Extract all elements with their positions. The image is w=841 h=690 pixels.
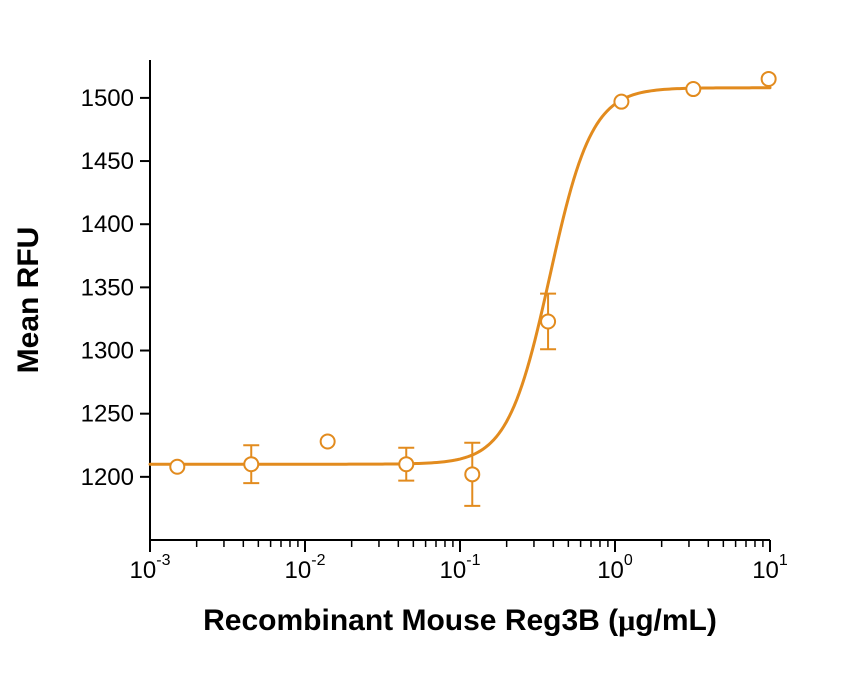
chart-svg: 1200 1250 1300 1350 1400 1450 1500 10-3 10-2 10-1… [0, 0, 841, 690]
y-tick-label: 1250 [81, 401, 134, 428]
data-point [614, 95, 628, 109]
x-tick-label: 10-1 [440, 552, 481, 584]
data-point [762, 72, 776, 86]
data-point [399, 457, 413, 471]
x-tick-label: 10-2 [285, 552, 326, 584]
y-tick-label: 1300 [81, 338, 134, 365]
dose-response-chart: 1200 1250 1300 1350 1400 1450 1500 10-3 10-2 10-1… [0, 0, 841, 690]
data-point [686, 82, 700, 96]
x-tick-label: 10-3 [130, 552, 171, 584]
fit-curve [150, 88, 770, 464]
x-axis-label: Recombinant Mouse Reg3B (μg/mL) [203, 604, 717, 637]
x-tick-label: 100 [597, 552, 633, 584]
y-tick-label: 1400 [81, 211, 134, 238]
y-axis-label: Mean RFU [12, 227, 45, 374]
x-tick-label: 101 [752, 552, 788, 584]
data-point [170, 460, 184, 474]
y-tick-label: 1450 [81, 148, 134, 175]
data-point [465, 467, 479, 481]
y-tick-label: 1200 [81, 464, 134, 491]
y-tick-label: 1350 [81, 274, 134, 301]
data-point [244, 457, 258, 471]
data-point [541, 314, 555, 328]
y-tick-label: 1500 [81, 85, 134, 112]
data-point [321, 434, 335, 448]
